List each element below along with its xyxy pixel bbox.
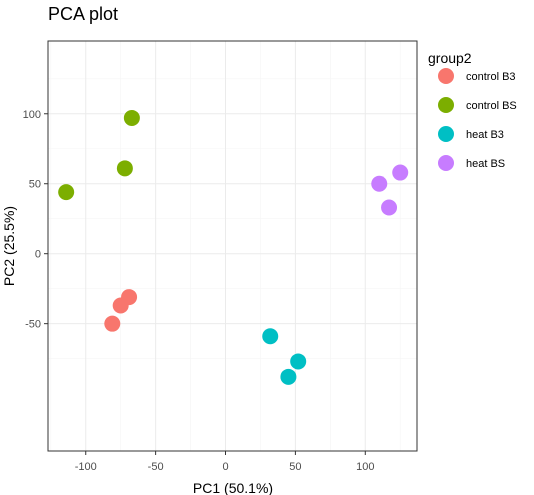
x-tick-label: 50 [289, 461, 301, 473]
x-tick-label: 0 [222, 461, 228, 473]
legend-key [438, 155, 454, 171]
y-axis: -50 0 50 100 [23, 109, 48, 331]
data-point [112, 297, 129, 314]
x-axis: -100 -50 0 50 100 [75, 451, 374, 473]
y-tick-label: 100 [23, 109, 41, 121]
y-axis-title: PC2 (25.5%) [1, 206, 17, 286]
data-point [116, 160, 133, 177]
data-point [262, 328, 279, 345]
legend-label: control B3 [466, 71, 516, 83]
legend-label: control BS [466, 100, 517, 112]
data-point [381, 199, 398, 216]
x-tick-label: -50 [148, 461, 164, 473]
y-tick-label: 50 [29, 179, 41, 191]
data-point [123, 109, 140, 126]
data-point [290, 353, 307, 370]
data-points [58, 109, 409, 385]
legend-key [438, 126, 454, 142]
x-axis-title: PC1 (50.1%) [193, 480, 273, 495]
chart-title: PCA plot [48, 4, 118, 24]
legend-title: group2 [428, 50, 472, 66]
x-tick-label: 100 [356, 461, 374, 473]
legend-key [438, 68, 454, 84]
legend: group2 control B3 control BS heat B3 heat B… [428, 50, 517, 171]
legend-key [438, 97, 454, 113]
legend-label: heat B3 [466, 129, 504, 141]
grid [48, 41, 417, 451]
legend-label: heat BS [466, 158, 505, 170]
y-tick-label: 0 [35, 249, 41, 261]
y-tick-label: -50 [25, 319, 41, 331]
plot-panel [47, 40, 418, 452]
x-tick-label: -100 [75, 461, 97, 473]
data-point [371, 175, 388, 192]
data-point [58, 184, 75, 201]
data-point [392, 164, 409, 181]
data-point [104, 315, 121, 332]
data-point [280, 368, 297, 385]
